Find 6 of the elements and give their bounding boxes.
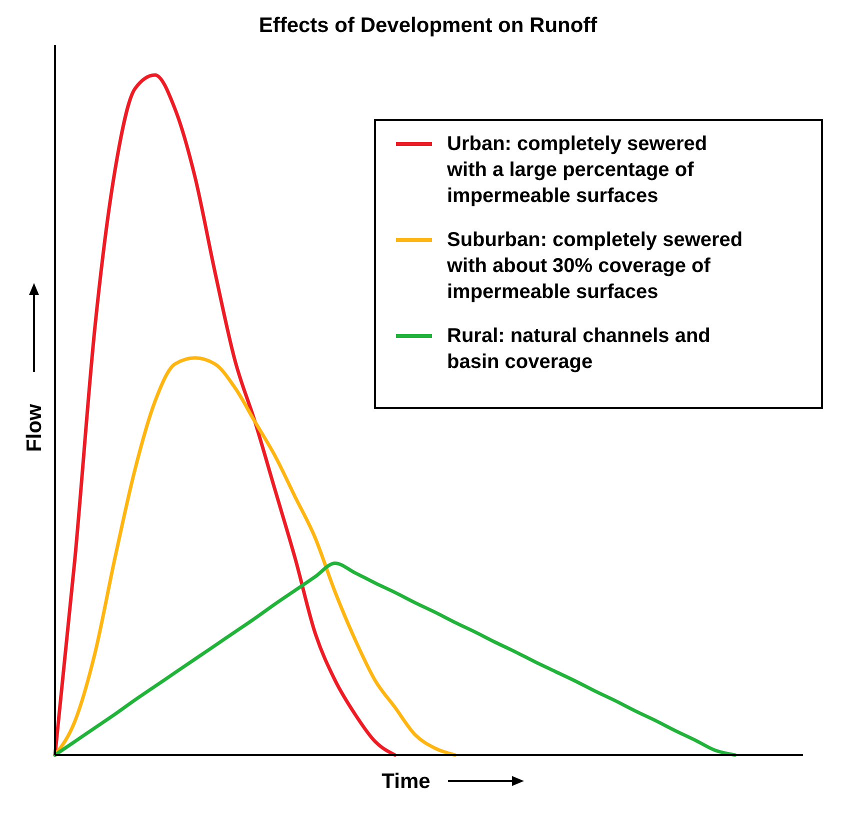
x-axis-title: Time [382, 770, 430, 793]
legend-label: Rural: natural channels and basin coverage [447, 325, 710, 373]
y-axis-title: Flow [23, 403, 46, 452]
legend-label: Urban: completely sewered with a large percentage of impermeable surfaces [446, 133, 708, 207]
chart-title: Effects of Development on Runoff [258, 14, 598, 37]
legend-label: Suburban: completely sewered with about 30% coverage of impermeable surfaces [446, 229, 743, 303]
